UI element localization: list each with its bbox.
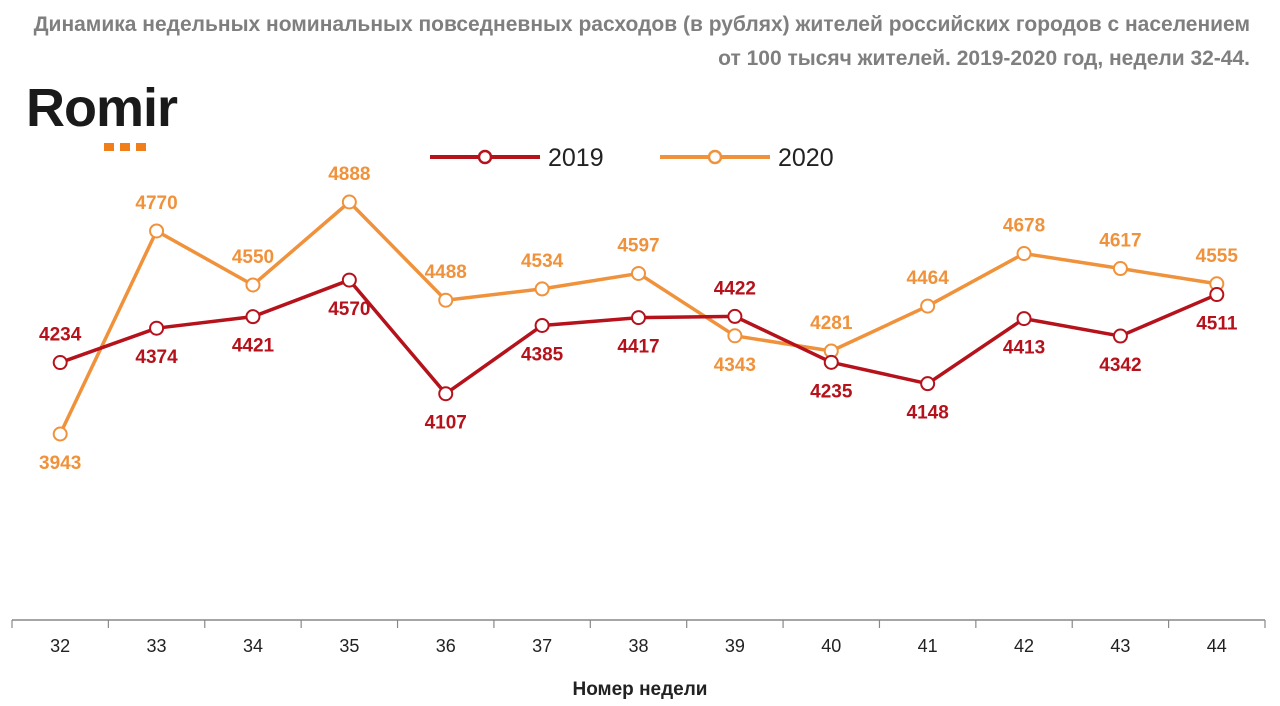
x-tick-label: 37 [532,636,552,656]
data-label-2020: 4534 [521,251,564,272]
data-point-2019 [1016,311,1032,327]
data-point-2019 [341,272,357,288]
data-point-2020 [1016,246,1032,262]
x-tick-label: 40 [821,636,841,656]
data-label-2019: 4421 [232,336,275,357]
data-point-2019 [149,320,165,336]
x-tick-label: 43 [1110,636,1130,656]
data-point-2020 [149,223,165,239]
data-point-2019 [438,386,454,402]
data-point-2020 [727,328,743,344]
data-label-2019: 4342 [1099,355,1141,376]
data-point-2020 [438,292,454,308]
legend-label-2020: 2020 [778,144,834,172]
data-point-2020 [920,298,936,314]
data-label-2019: 4511 [1196,314,1238,335]
data-label-2019: 4235 [810,381,853,402]
legend-marker-2019 [477,149,493,165]
logo-text: Romir [26,78,178,138]
x-tick-label: 42 [1014,636,1034,656]
data-label-2019: 4234 [39,325,82,346]
data-point-2020 [245,277,261,293]
data-point-2020 [534,281,550,297]
data-label-2020: 4464 [907,268,950,289]
data-point-2019 [52,355,68,371]
legend-label-2019: 2019 [548,144,604,172]
data-label-2020: 4678 [1003,216,1045,237]
data-point-2020 [1112,261,1128,277]
logo-dots [104,138,152,156]
x-tick-label: 35 [339,636,359,656]
x-tick-label: 39 [725,636,745,656]
data-label-2019: 4422 [714,278,756,299]
data-point-2020 [631,265,646,281]
data-point-2019 [823,354,839,370]
data-point-2020 [341,194,357,210]
x-tick-label: 36 [436,636,456,656]
data-label-2019: 4570 [328,299,370,320]
data-label-2020: 4597 [617,235,659,256]
data-label-2020: 4555 [1196,246,1239,267]
data-point-2019 [1112,328,1128,344]
legend-marker-2020 [707,149,723,165]
x-tick-label: 44 [1207,636,1227,656]
x-tick-label: 34 [243,636,263,656]
data-label-2019: 4417 [617,337,659,358]
data-label-2020: 4343 [714,355,756,376]
data-point-2019 [920,376,936,392]
data-point-2019 [1209,287,1225,303]
data-point-2019 [245,309,261,325]
data-point-2020 [52,426,68,442]
data-label-2019: 4413 [1003,338,1045,359]
data-label-2020: 4281 [810,313,853,334]
data-label-2020: 3943 [39,453,81,474]
x-tick-label: 33 [147,636,167,656]
x-tick-label: 41 [918,636,938,656]
data-label-2020: 4488 [425,262,467,283]
x-axis-label: Номер недели [572,679,707,700]
data-label-2019: 4107 [425,413,467,434]
data-label-2019: 4374 [135,347,178,368]
x-tick-label: 32 [50,636,70,656]
romir-logo: Romir [26,78,216,151]
data-point-2019 [727,308,743,324]
data-point-2019 [534,317,550,333]
data-label-2020: 4770 [135,193,177,214]
data-label-2020: 4550 [232,247,274,268]
chart-title: Динамика недельных номинальных повседнев… [33,13,1250,70]
data-label-2019: 4148 [907,403,949,424]
data-label-2020: 4617 [1099,231,1141,252]
x-tick-label: 38 [628,636,648,656]
data-point-2019 [631,310,646,326]
data-label-2019: 4385 [521,344,564,365]
data-label-2020: 4888 [328,164,370,185]
